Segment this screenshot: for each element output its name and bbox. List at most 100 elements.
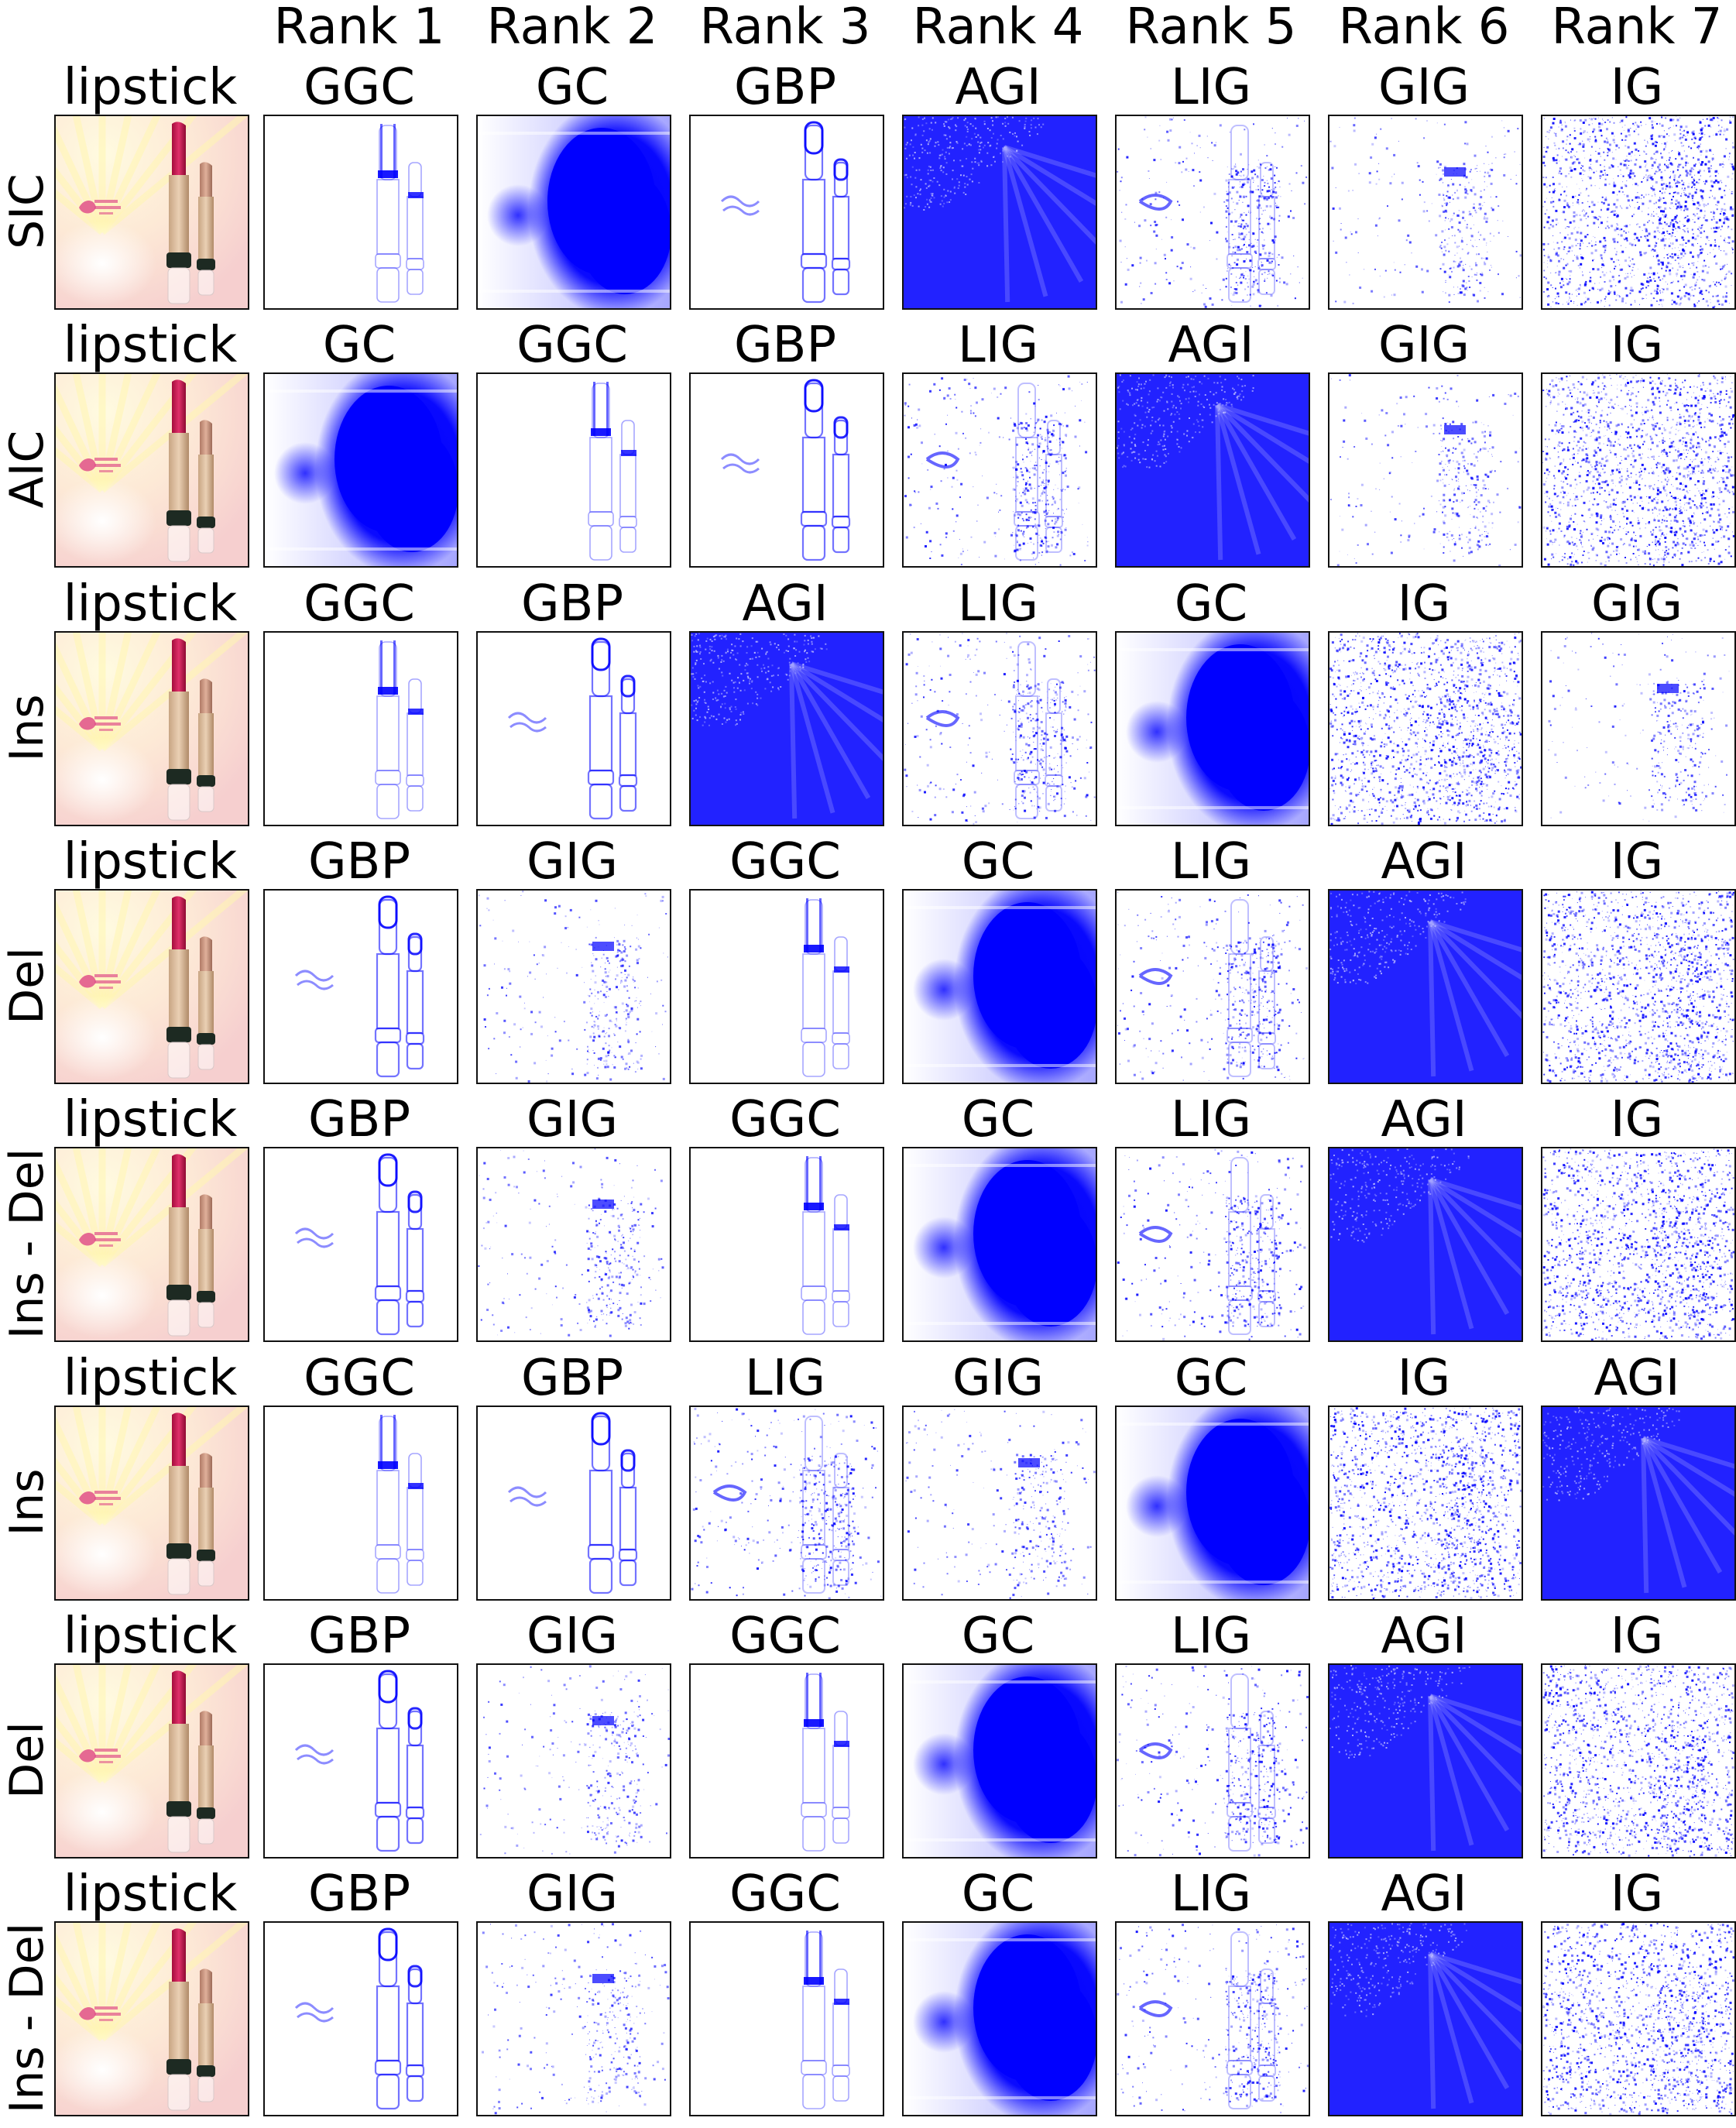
- method-label: GBP: [259, 1093, 460, 1147]
- image-class-label: lipstick: [50, 1351, 251, 1406]
- attribution-map-ggc: [263, 115, 458, 310]
- image-class-label: lipstick: [50, 577, 251, 631]
- row-label: AIC: [0, 372, 54, 566]
- method-label: AGI: [1110, 318, 1312, 372]
- attribution-map-agi: [1328, 1921, 1523, 2116]
- method-label: LIG: [897, 318, 1099, 372]
- attribution-map-lig: [902, 372, 1097, 568]
- method-label: GC: [472, 60, 673, 115]
- method-label: GGC: [259, 1351, 460, 1406]
- attribution-map-lig: [902, 631, 1097, 826]
- attribution-map-ig: [1328, 631, 1523, 826]
- method-label: AGI: [1323, 1609, 1525, 1663]
- method-label: GC: [897, 1609, 1099, 1663]
- method-label: IG: [1323, 1351, 1525, 1406]
- row-label-text: Ins - Del: [0, 1923, 54, 2114]
- method-label: GIG: [1323, 60, 1525, 115]
- method-label: GIG: [897, 1351, 1099, 1406]
- method-label: GIG: [472, 835, 673, 889]
- input-image-lipstick: [54, 1663, 249, 1859]
- attribution-map-agi: [689, 631, 884, 826]
- attribution-map-ggc: [263, 631, 458, 826]
- method-label: IG: [1536, 1093, 1736, 1147]
- attribution-map-ig: [1541, 115, 1736, 310]
- attribution-map-gc: [902, 1147, 1097, 1342]
- attribution-map-ggc: [689, 1147, 884, 1342]
- attribution-map-gig: [1328, 115, 1523, 310]
- input-image-lipstick: [54, 889, 249, 1084]
- method-label: GGC: [259, 577, 460, 631]
- image-class-label: lipstick: [50, 1609, 251, 1663]
- attribution-map-gc: [902, 1663, 1097, 1859]
- attribution-map-ig: [1541, 1147, 1736, 1342]
- method-label: GGC: [684, 1867, 886, 1921]
- method-label: GBP: [684, 318, 886, 372]
- method-label: GGC: [259, 60, 460, 115]
- method-label: IG: [1536, 1609, 1736, 1663]
- rank-header-5: Rank 5: [1110, 0, 1312, 54]
- row-label-text: Ins - Del: [0, 1148, 54, 1340]
- rank-header-1: Rank 1: [259, 0, 460, 54]
- method-label: LIG: [1110, 1867, 1312, 1921]
- method-label: GC: [897, 1867, 1099, 1921]
- input-image-lipstick: [54, 631, 249, 826]
- attribution-map-lig: [689, 1406, 884, 1601]
- attribution-map-ig: [1541, 372, 1736, 568]
- method-label: AGI: [1323, 835, 1525, 889]
- method-label: GIG: [1536, 577, 1736, 631]
- rank-header-7: Rank 7: [1536, 0, 1736, 54]
- method-label: AGI: [1536, 1351, 1736, 1406]
- attribution-map-ig: [1328, 1406, 1523, 1601]
- method-label: AGI: [1323, 1093, 1525, 1147]
- row-label: Ins - Del: [0, 1147, 54, 1340]
- row-label-text: Ins: [0, 1469, 54, 1536]
- attribution-map-agi: [1541, 1406, 1736, 1601]
- attribution-map-agi: [1115, 372, 1310, 568]
- attribution-map-ggc: [689, 889, 884, 1084]
- attribution-map-gbp: [263, 1921, 458, 2116]
- attribution-map-agi: [1328, 1663, 1523, 1859]
- attribution-map-gbp: [263, 1663, 458, 1859]
- attribution-map-lig: [1115, 889, 1310, 1084]
- method-label: GBP: [684, 60, 886, 115]
- attribution-map-ggc: [263, 1406, 458, 1601]
- method-label: GC: [897, 1093, 1099, 1147]
- method-label: GC: [897, 835, 1099, 889]
- method-label: IG: [1536, 318, 1736, 372]
- attribution-map-gbp: [476, 1406, 671, 1601]
- attribution-map-ig: [1541, 1663, 1736, 1859]
- method-label: LIG: [1110, 1093, 1312, 1147]
- attribution-map-gbp: [689, 115, 884, 310]
- attribution-map-agi: [1328, 889, 1523, 1084]
- method-label: IG: [1536, 60, 1736, 115]
- rank-header-6: Rank 6: [1323, 0, 1525, 54]
- method-label: GBP: [472, 577, 673, 631]
- attribution-map-gig: [476, 1663, 671, 1859]
- attribution-map-gc: [476, 115, 671, 310]
- method-label: GC: [1110, 577, 1312, 631]
- input-image-lipstick: [54, 1921, 249, 2116]
- row-label: Del: [0, 1663, 54, 1857]
- attribution-map-gig: [1328, 372, 1523, 568]
- attribution-map-agi: [1328, 1147, 1523, 1342]
- method-label: GBP: [259, 1609, 460, 1663]
- method-label: GGC: [684, 1093, 886, 1147]
- attribution-map-lig: [1115, 1663, 1310, 1859]
- row-label-text: SIC: [0, 173, 54, 249]
- method-label: GGC: [684, 1609, 886, 1663]
- method-label: GBP: [472, 1351, 673, 1406]
- method-label: IG: [1323, 577, 1525, 631]
- row-label: Ins: [0, 1406, 54, 1599]
- attribution-map-lig: [1115, 1921, 1310, 2116]
- image-class-label: lipstick: [50, 1093, 251, 1147]
- method-label: GBP: [259, 1867, 460, 1921]
- method-label: AGI: [684, 577, 886, 631]
- method-label: GIG: [472, 1867, 673, 1921]
- row-label: SIC: [0, 115, 54, 308]
- method-label: GIG: [472, 1609, 673, 1663]
- attribution-map-agi: [902, 115, 1097, 310]
- rank-header-4: Rank 4: [897, 0, 1099, 54]
- method-label: LIG: [897, 577, 1099, 631]
- method-label: GGC: [684, 835, 886, 889]
- attribution-map-lig: [1115, 115, 1310, 310]
